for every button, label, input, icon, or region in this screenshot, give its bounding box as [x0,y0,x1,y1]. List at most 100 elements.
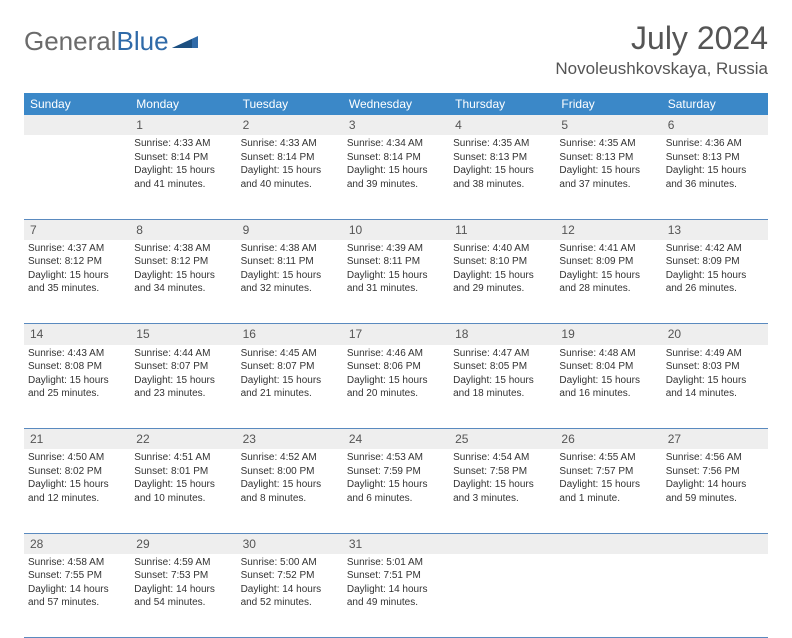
day-cell: Sunrise: 4:42 AMSunset: 8:09 PMDaylight:… [662,240,768,324]
day-cell [24,135,130,219]
day-cell: Sunrise: 4:47 AMSunset: 8:05 PMDaylight:… [449,345,555,429]
location: Novoleushkovskaya, Russia [555,59,768,79]
day-number: 15 [130,324,236,345]
week-row: Sunrise: 4:50 AMSunset: 8:02 PM Daylight:… [24,449,768,533]
day-cell [662,554,768,638]
day-cell: Sunrise: 4:44 AMSunset: 8:07 PMDaylight:… [130,345,236,429]
day-cell: Sunrise: 4:38 AMSunset: 8:11 PMDaylight:… [237,240,343,324]
sunset-text: Sunset: 8:09 PM [666,255,764,269]
sunset-text: Sunset: 8:01 PM [134,465,232,479]
day-number: 10 [343,219,449,240]
sunrise-text: Sunrise: 4:46 AM [347,347,445,361]
sunset-text: Sunset: 8:07 PM [241,360,339,374]
week-row: Sunrise: 4:33 AMSunset: 8:14 PMDaylight:… [24,135,768,219]
week-row: Sunrise: 4:43 AMSunset: 8:08 PMDaylight:… [24,345,768,429]
sunrise-text: Sunrise: 4:42 AM [666,242,764,256]
daylight-text: Daylight: 15 hours and 8 minutes. [241,478,339,505]
day-cell [449,554,555,638]
sunset-text: Sunset: 8:14 PM [241,151,339,165]
day-number [449,533,555,554]
sunrise-text: Sunrise: 4:48 AM [559,347,657,361]
sunrise-text: Sunrise: 4:41 AM [559,242,657,256]
day-cell: Sunrise: 4:39 AMSunset: 8:11 PMDaylight:… [343,240,449,324]
sunset-text: Sunset: 8:00 PM [241,465,339,479]
day-cell: Sunrise: 4:33 AMSunset: 8:14 PMDaylight:… [130,135,236,219]
daylight-text: Daylight: 14 hours and 57 minutes. [28,583,126,610]
day-cell: Sunrise: 4:38 AMSunset: 8:12 PMDaylight:… [130,240,236,324]
sunset-text: Sunset: 7:57 PM [559,465,657,479]
day-number: 5 [555,115,661,135]
sunset-text: Sunset: 8:06 PM [347,360,445,374]
weekday-header: Sunday [24,93,130,115]
sunrise-text: Sunrise: 4:45 AM [241,347,339,361]
sunrise-text: Sunrise: 4:50 AM [28,451,126,465]
day-cell: Sunrise: 4:43 AMSunset: 8:08 PMDaylight:… [24,345,130,429]
daylight-text: Daylight: 15 hours and 10 minutes. [134,478,232,505]
daylight-text: Daylight: 15 hours and 36 minutes. [666,164,764,191]
day-number: 16 [237,324,343,345]
day-number: 21 [24,429,130,450]
day-cell: Sunrise: 5:01 AMSunset: 7:51 PMDaylight:… [343,554,449,638]
day-cell: Sunrise: 4:40 AMSunset: 8:10 PMDaylight:… [449,240,555,324]
sunrise-text: Sunrise: 4:52 AM [241,451,339,465]
day-cell: Sunrise: 4:36 AMSunset: 8:13 PMDaylight:… [662,135,768,219]
weekday-header: Thursday [449,93,555,115]
calendar-table: SundayMondayTuesdayWednesdayThursdayFrid… [24,93,768,638]
day-cell: Sunrise: 4:49 AMSunset: 8:03 PMDaylight:… [662,345,768,429]
day-number: 28 [24,533,130,554]
sunrise-text: Sunrise: 4:44 AM [134,347,232,361]
day-number [555,533,661,554]
day-number [662,533,768,554]
sunrise-text: Sunrise: 4:59 AM [134,556,232,570]
daylight-text: Daylight: 15 hours and 32 minutes. [241,269,339,296]
logo-part2: Blue [117,26,169,56]
sunrise-text: Sunrise: 4:47 AM [453,347,551,361]
sunset-text: Sunset: 8:13 PM [559,151,657,165]
sunset-text: Sunset: 8:09 PM [559,255,657,269]
daylight-text: Daylight: 14 hours and 52 minutes. [241,583,339,610]
daylight-text: Daylight: 15 hours and 34 minutes. [134,269,232,296]
daylight-text: Daylight: 15 hours and 39 minutes. [347,164,445,191]
sunrise-text: Sunrise: 4:43 AM [28,347,126,361]
flag-icon [172,30,198,53]
sunrise-text: Sunrise: 4:33 AM [241,137,339,151]
title-block: July 2024 Novoleushkovskaya, Russia [555,20,768,79]
day-number: 20 [662,324,768,345]
day-cell: Sunrise: 4:55 AMSunset: 7:57 PMDaylight:… [555,449,661,533]
daylight-text: Daylight: 15 hours and 37 minutes. [559,164,657,191]
logo-part1: General [24,26,117,56]
daynum-row: 21222324252627 [24,429,768,450]
day-number: 1 [130,115,236,135]
day-number: 27 [662,429,768,450]
day-cell [555,554,661,638]
sunrise-text: Sunrise: 4:36 AM [666,137,764,151]
day-cell: Sunrise: 5:00 AMSunset: 7:52 PMDaylight:… [237,554,343,638]
day-number: 13 [662,219,768,240]
sunset-text: Sunset: 8:11 PM [347,255,445,269]
daylight-text: Daylight: 15 hours and 40 minutes. [241,164,339,191]
sunrise-text: Sunrise: 4:51 AM [134,451,232,465]
sunrise-text: Sunrise: 4:38 AM [134,242,232,256]
page-header: GeneralBlue July 2024 Novoleushkovskaya,… [24,20,768,79]
sunrise-text: Sunrise: 4:49 AM [666,347,764,361]
sunset-text: Sunset: 8:02 PM [28,465,126,479]
day-cell: Sunrise: 4:52 AMSunset: 8:00 PMDaylight:… [237,449,343,533]
day-number: 25 [449,429,555,450]
daylight-text: Daylight: 14 hours and 59 minutes. [666,478,764,505]
day-cell: Sunrise: 4:51 AMSunset: 8:01 PMDaylight:… [130,449,236,533]
day-cell: Sunrise: 4:35 AMSunset: 8:13 PMDaylight:… [555,135,661,219]
daylight-text: Daylight: 15 hours and 23 minutes. [134,374,232,401]
day-cell: Sunrise: 4:41 AMSunset: 8:09 PMDaylight:… [555,240,661,324]
sunset-text: Sunset: 8:11 PM [241,255,339,269]
sunrise-text: Sunrise: 4:54 AM [453,451,551,465]
sunset-text: Sunset: 7:51 PM [347,569,445,583]
day-cell: Sunrise: 4:56 AMSunset: 7:56 PMDaylight:… [662,449,768,533]
daylight-text: Daylight: 15 hours and 6 minutes. [347,478,445,505]
daylight-text: Daylight: 15 hours and 41 minutes. [134,164,232,191]
weekday-header: Tuesday [237,93,343,115]
logo: GeneralBlue [24,26,198,57]
day-number: 6 [662,115,768,135]
sunset-text: Sunset: 7:59 PM [347,465,445,479]
day-cell: Sunrise: 4:46 AMSunset: 8:06 PMDaylight:… [343,345,449,429]
daylight-text: Daylight: 15 hours and 29 minutes. [453,269,551,296]
